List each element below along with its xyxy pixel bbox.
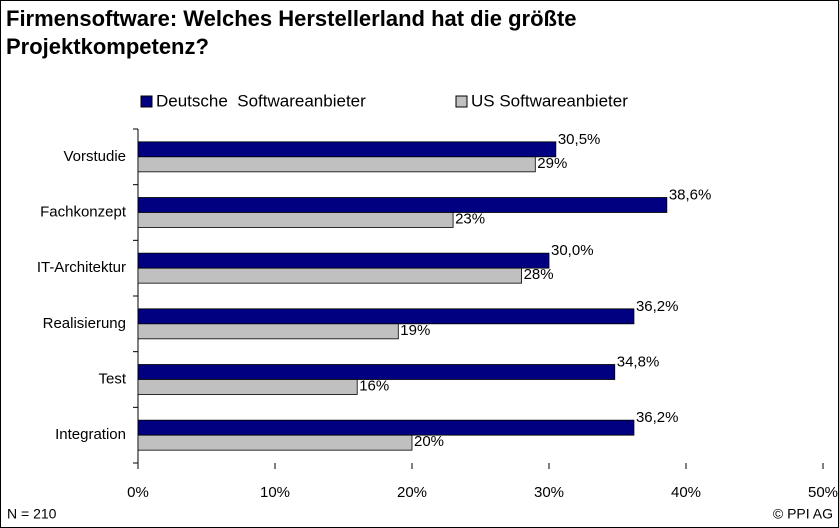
bar bbox=[137, 419, 635, 436]
y-tick-label: Test bbox=[98, 370, 126, 387]
value-label: 28% bbox=[524, 266, 554, 283]
chart-title: Firmensoftware: Welches Herstellerland h… bbox=[6, 6, 577, 59]
x-tick-label: 30% bbox=[534, 484, 564, 501]
x-tick-label: 40% bbox=[671, 484, 701, 501]
x-tick-label: 20% bbox=[397, 484, 427, 501]
y-tick-label: IT-Architektur bbox=[37, 259, 126, 276]
value-label: 20% bbox=[414, 433, 444, 450]
y-tick-label: Realisierung bbox=[43, 315, 126, 332]
value-label: 29% bbox=[537, 155, 567, 172]
x-tick-label: 10% bbox=[260, 484, 290, 501]
bar bbox=[137, 197, 668, 213]
note: © PPI AG bbox=[773, 506, 833, 522]
bar bbox=[137, 252, 550, 269]
legend-label: Deutsche Softwareanbieter bbox=[156, 91, 366, 110]
value-label: 34,8% bbox=[617, 353, 660, 370]
y-tick-label: Vorstudie bbox=[63, 148, 126, 165]
value-label: 19% bbox=[400, 322, 430, 339]
legend-swatch bbox=[455, 95, 468, 108]
value-label: 23% bbox=[455, 210, 485, 227]
note: N = 210 bbox=[7, 506, 57, 522]
y-tick-label: Fachkonzept bbox=[40, 203, 127, 220]
bar bbox=[137, 323, 399, 340]
bar bbox=[137, 267, 523, 284]
legend-label: US Softwareanbieter bbox=[471, 91, 628, 110]
bar bbox=[137, 379, 358, 395]
y-tick-label: Integration bbox=[55, 426, 126, 443]
value-label: 30,5% bbox=[558, 131, 601, 148]
bar bbox=[137, 308, 635, 325]
x-tick-label: 0% bbox=[127, 484, 149, 501]
value-label: 30,0% bbox=[551, 242, 594, 259]
value-label: 16% bbox=[359, 377, 389, 394]
value-label: 36,2% bbox=[636, 409, 679, 426]
value-label: 36,2% bbox=[636, 298, 679, 315]
bar bbox=[137, 141, 557, 158]
bar bbox=[137, 156, 536, 173]
value-label: 38,6% bbox=[669, 186, 712, 203]
bar bbox=[137, 212, 454, 228]
x-tick-label: 50% bbox=[808, 484, 838, 501]
legend-swatch bbox=[140, 95, 153, 108]
bar bbox=[137, 434, 413, 451]
bar bbox=[137, 364, 616, 380]
